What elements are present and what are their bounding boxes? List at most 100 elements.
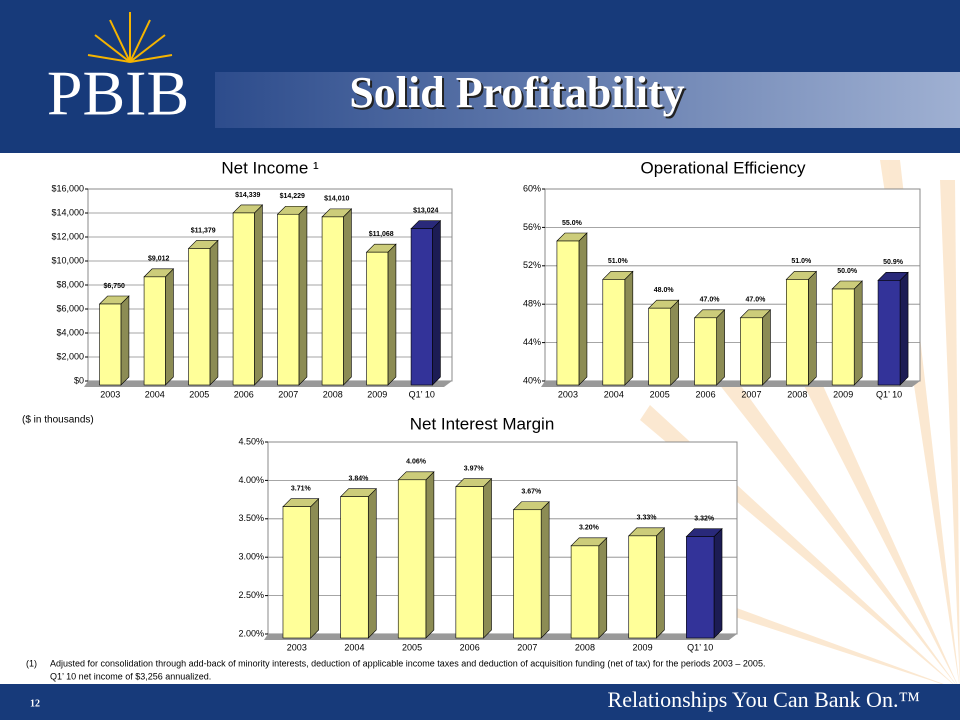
logo-sun bbox=[87, 12, 173, 63]
x-tick-label: 2007 bbox=[517, 642, 537, 652]
x-tick-label: 2004 bbox=[344, 642, 364, 652]
bar bbox=[188, 248, 211, 386]
value-label: $14,010 bbox=[324, 196, 349, 203]
y-tick-label: 52% bbox=[523, 260, 541, 270]
x-tick-label: Q1’ 10 bbox=[687, 642, 713, 652]
bar-side bbox=[425, 471, 435, 639]
y-tick-label: $8,000 bbox=[56, 279, 84, 289]
y-tick-label: 56% bbox=[523, 222, 541, 232]
value-label: 3.71% bbox=[291, 486, 312, 493]
chart-title: Net Income ¹ bbox=[221, 158, 319, 177]
y-tick-label: $6,000 bbox=[56, 303, 84, 313]
footnote-line: Q1’ 10 net income of $3,256 annualized. bbox=[50, 671, 211, 681]
value-label: $11,379 bbox=[191, 227, 216, 234]
value-label: 4.06% bbox=[406, 459, 427, 466]
x-tick-label: Q1’ 10 bbox=[409, 389, 435, 399]
bar-side bbox=[209, 239, 219, 386]
bar bbox=[602, 279, 626, 386]
units-note: ($ in thousands) bbox=[22, 415, 94, 426]
bar bbox=[340, 496, 369, 639]
chart-title: Operational Efficiency bbox=[640, 158, 806, 177]
x-tick-label: 2005 bbox=[189, 389, 209, 399]
bar bbox=[570, 545, 600, 639]
x-tick-label: 2006 bbox=[460, 642, 480, 652]
slide-title: Solid Profitability bbox=[349, 68, 684, 117]
y-tick-label: $0 bbox=[74, 375, 84, 385]
bar bbox=[277, 213, 300, 386]
y-tick-label: 40% bbox=[523, 375, 541, 385]
bar-side bbox=[624, 270, 634, 386]
value-label: 3.97% bbox=[464, 466, 485, 473]
y-tick-label: $10,000 bbox=[51, 255, 84, 265]
bar bbox=[366, 251, 389, 386]
y-tick-label: 44% bbox=[523, 337, 541, 347]
bar bbox=[740, 317, 763, 386]
plot-area bbox=[544, 188, 921, 382]
bar-side bbox=[540, 501, 550, 639]
value-label: $13,024 bbox=[413, 208, 438, 215]
bar-side bbox=[899, 271, 909, 386]
y-tick-label: 4.50% bbox=[238, 436, 264, 446]
value-label: $14,339 bbox=[235, 192, 260, 199]
bar-side bbox=[432, 219, 441, 386]
y-tick-label: 3.00% bbox=[238, 552, 264, 562]
x-tick-label: 2009 bbox=[833, 389, 853, 399]
value-label: 3.32% bbox=[694, 515, 715, 522]
bar-side bbox=[254, 204, 263, 386]
bar bbox=[831, 288, 855, 386]
x-tick-label: 2007 bbox=[741, 389, 761, 399]
y-tick-label: 60% bbox=[523, 183, 541, 193]
x-tick-label: 2003 bbox=[100, 389, 120, 399]
floor bbox=[84, 381, 452, 387]
x-tick-label: 2004 bbox=[145, 389, 165, 399]
plot-area bbox=[267, 441, 738, 635]
bar bbox=[397, 479, 427, 639]
floor bbox=[541, 381, 920, 387]
value-label: 47.0% bbox=[746, 297, 767, 304]
bar bbox=[143, 276, 166, 386]
value-label: 3.20% bbox=[579, 525, 600, 532]
x-tick-label: 2005 bbox=[402, 642, 422, 652]
footer-band bbox=[0, 684, 960, 720]
bar bbox=[648, 307, 671, 386]
tagline: Relationships You Can Bank On.™ bbox=[608, 687, 920, 712]
bar-side bbox=[713, 527, 723, 639]
x-tick-label: 2009 bbox=[367, 389, 387, 399]
value-label: 55.0% bbox=[562, 220, 583, 227]
y-tick-label: 48% bbox=[523, 299, 541, 309]
value-label: 51.0% bbox=[608, 258, 629, 265]
y-tick-label: 2.50% bbox=[238, 590, 264, 600]
bar bbox=[556, 240, 580, 386]
bar-side bbox=[310, 497, 319, 639]
x-tick-label: 2009 bbox=[633, 642, 653, 652]
bar-side bbox=[670, 299, 679, 386]
bar bbox=[232, 212, 255, 386]
bar-side bbox=[165, 268, 174, 386]
footnote-line: Adjusted for consolidation through add-b… bbox=[50, 658, 765, 668]
bar bbox=[786, 279, 809, 386]
x-tick-label: Q1’ 10 bbox=[876, 389, 902, 399]
x-tick-label: 2006 bbox=[696, 389, 716, 399]
bar-side bbox=[598, 537, 608, 639]
value-label: 51.0% bbox=[791, 258, 812, 265]
bar bbox=[410, 228, 433, 386]
value-label: 47.0% bbox=[700, 297, 721, 304]
x-tick-label: 2004 bbox=[604, 389, 624, 399]
bar bbox=[694, 317, 717, 386]
value-label: 3.84% bbox=[349, 476, 370, 483]
x-tick-label: 2007 bbox=[278, 389, 298, 399]
bar-side bbox=[656, 527, 665, 639]
value-label: $9,012 bbox=[148, 256, 170, 263]
y-tick-label: 2.00% bbox=[238, 628, 264, 638]
bar bbox=[686, 536, 715, 639]
value-label: 50.0% bbox=[837, 268, 858, 275]
bar bbox=[628, 535, 657, 639]
bar-side bbox=[387, 243, 397, 386]
x-tick-label: 2008 bbox=[323, 389, 343, 399]
y-tick-label: $2,000 bbox=[56, 351, 84, 361]
value-label: 3.33% bbox=[637, 515, 658, 522]
value-label: 3.67% bbox=[521, 489, 542, 496]
y-tick-label: $4,000 bbox=[56, 327, 84, 337]
value-label: $6,750 bbox=[104, 283, 126, 290]
